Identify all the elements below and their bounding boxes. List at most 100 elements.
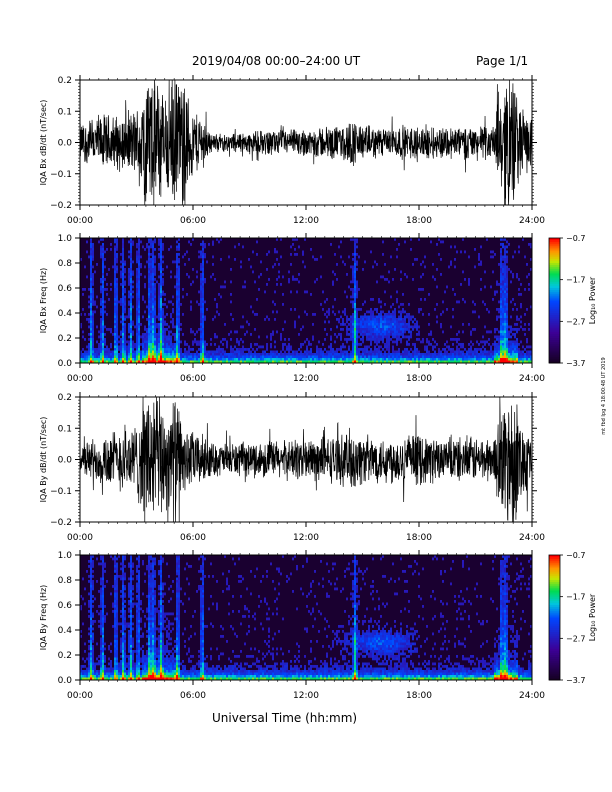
- spectrogram-cell: [90, 248, 92, 251]
- spectrogram-cell: [384, 315, 386, 319]
- spectrogram-cell: [92, 612, 94, 616]
- spectrogram-cell: [102, 657, 104, 661]
- spectrogram-cell: [98, 625, 100, 628]
- spectrogram-cell: [166, 345, 168, 349]
- spectrogram-cell: [356, 238, 358, 241]
- spectrogram-cell: [248, 355, 250, 359]
- spectrogram-cell: [312, 338, 314, 341]
- spectrogram-cell: [390, 318, 392, 321]
- spectrogram-cell: [502, 263, 504, 266]
- spectrogram-cell: [374, 330, 376, 334]
- spectrogram-cell: [504, 303, 506, 306]
- spectrogram-cell: [404, 273, 406, 276]
- spectrogram-cell: [238, 355, 240, 359]
- spectrogram-cell: [482, 300, 484, 304]
- spectrogram-cell: [114, 567, 116, 571]
- spectrogram-cell: [102, 313, 104, 316]
- spectrogram-cell: [158, 338, 160, 341]
- spectrogram-cell: [416, 333, 418, 336]
- spectrogram-cell: [136, 343, 138, 346]
- spectrogram-cell: [102, 325, 104, 329]
- spectrogram-cell: [352, 345, 354, 349]
- spectrogram-cell: [92, 265, 94, 269]
- spectrogram-cell: [144, 343, 146, 346]
- spectrogram-cell: [92, 353, 94, 356]
- spectrogram-cell: [114, 270, 116, 274]
- spectrogram-cell: [176, 308, 178, 311]
- spectrogram-cell: [240, 338, 242, 341]
- spectrogram-cell: [116, 562, 118, 566]
- spectrogram-cell: [508, 335, 510, 339]
- spectrogram-cell: [156, 333, 158, 336]
- spectrogram-cell: [120, 642, 122, 646]
- spectrogram-cell: [354, 288, 356, 291]
- spectrogram-cell: [214, 335, 216, 339]
- spectrogram-cell: [346, 328, 348, 331]
- spectrogram-cell: [130, 268, 132, 271]
- spectrogram-cell: [200, 343, 202, 346]
- spectrogram-cell: [396, 355, 398, 359]
- spectrogram-cell: [270, 343, 272, 346]
- spectrogram-cell: [428, 343, 430, 346]
- spectrogram-cell: [498, 353, 500, 356]
- spectrogram-cell: [506, 275, 508, 279]
- spectrogram-cell: [124, 625, 126, 628]
- spectrogram-cell: [188, 240, 190, 244]
- spectrogram-cell: [196, 358, 198, 361]
- spectrogram-cell: [140, 360, 142, 364]
- spectrogram-cell: [138, 348, 140, 351]
- spectrogram-cell: [90, 675, 92, 678]
- spectrogram-cell: [332, 305, 334, 309]
- spectrogram-cell: [114, 570, 116, 573]
- spectrogram-cell: [388, 310, 390, 314]
- spectrogram-cell: [460, 250, 462, 254]
- spectrogram-cell: [504, 318, 506, 321]
- spectrogram-cell: [504, 308, 506, 311]
- spectrogram-cell: [154, 353, 156, 356]
- spectrogram-cell: [92, 283, 94, 286]
- spectrogram-cell: [150, 285, 152, 289]
- spectrogram-cell: [454, 358, 456, 361]
- spectrogram-cell: [88, 662, 90, 666]
- spectrogram-cell: [94, 270, 96, 274]
- spectrogram-cell: [252, 310, 254, 314]
- spectrogram-cell: [116, 360, 118, 364]
- spectrogram-cell: [414, 353, 416, 356]
- spectrogram-cell: [166, 348, 168, 351]
- spectrogram-cell: [136, 338, 138, 341]
- spectrogram-cell: [424, 255, 426, 259]
- spectrogram-cell: [92, 245, 94, 249]
- spectrogram-cell: [354, 335, 356, 339]
- spectrogram-cell: [274, 358, 276, 361]
- spectrogram-cell: [402, 318, 404, 321]
- spectrogram-cell: [436, 355, 438, 359]
- spectrogram-cell: [150, 298, 152, 301]
- spectrogram-cell: [178, 288, 180, 291]
- spectrogram-cell: [342, 350, 344, 354]
- spectrogram-cell: [100, 285, 102, 289]
- spectrogram-cell: [116, 358, 118, 361]
- spectrogram-cell: [376, 310, 378, 314]
- spectrogram-cell: [440, 358, 442, 361]
- spectrogram-cell: [346, 360, 348, 364]
- spectrogram-cell: [456, 360, 458, 364]
- colorbar-segment: [549, 317, 560, 320]
- spectrogram-cell: [138, 260, 140, 264]
- spectrogram-cell: [306, 353, 308, 356]
- spectrogram-cell: [516, 328, 518, 331]
- spectrogram-cell: [502, 305, 504, 309]
- spectrogram-cell: [224, 350, 226, 354]
- spectrogram-cell: [164, 343, 166, 346]
- spectrogram-cell: [330, 335, 332, 339]
- spectrogram-cell: [452, 360, 454, 364]
- spectrogram-cell: [530, 245, 532, 249]
- spectrogram-cell: [98, 670, 100, 673]
- spectrogram-cell: [504, 265, 506, 269]
- spectrogram-cell: [102, 652, 104, 656]
- spectrogram-cell: [364, 333, 366, 336]
- spectrogram-cell: [118, 575, 120, 578]
- spectrogram-cell: [176, 275, 178, 279]
- spectrogram-cell: [500, 278, 502, 281]
- spectrogram-cell: [130, 677, 132, 681]
- spectrogram-cell: [132, 562, 134, 566]
